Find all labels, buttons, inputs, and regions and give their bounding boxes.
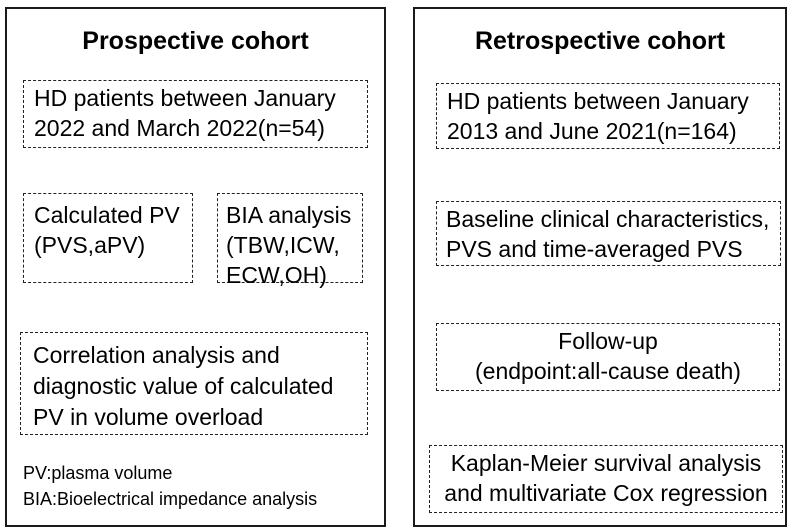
box-kaplan-meier: Kaplan-Meier survival analysis and multi… <box>429 445 783 513</box>
box-hd-patients-retrospective: HD patients between January 2013 and Jun… <box>436 83 780 149</box>
box-text-line: Kaplan-Meier survival analysis <box>450 450 762 476</box>
box-followup: Follow-up (endpoint:all-cause death) <box>436 323 780 391</box>
box-text-line: BIA analysis <box>226 202 352 228</box>
box-correlation-analysis: Correlation analysis and diagnostic valu… <box>20 332 368 435</box>
box-baseline-characteristics: Baseline clinical characteristics, PVS a… <box>436 201 781 266</box>
box-text-line: 2013 and June 2021(n=164) <box>447 118 737 144</box>
box-text-line: (TBW,ICW, <box>226 232 340 258</box>
box-text-line: PV in volume overload <box>33 404 264 430</box>
box-text-line: Correlation analysis and <box>33 342 280 368</box>
box-text-line: HD patients between January <box>447 88 749 114</box>
box-text-line: 2022 and March 2022(n=54) <box>34 115 325 141</box>
box-text-line: HD patients between January <box>34 85 336 111</box>
box-text-line: diagnostic value of calculated <box>33 373 334 399</box>
prospective-panel-title: Prospective cohort <box>82 27 309 55</box>
footnote-pv: PV:plasma volume <box>23 463 173 483</box>
retrospective-panel-title: Retrospective cohort <box>474 27 726 55</box>
box-text-line: Baseline clinical characteristics, <box>446 206 770 232</box>
footnote-bia: BIA:Bioelectrical impedance analysis <box>23 489 318 509</box>
box-text-line: PVS and time-averaged PVS <box>446 236 743 262</box>
box-calculated-pv: Calculated PV (PVS,aPV) <box>23 193 193 283</box>
box-text-line: Follow-up <box>558 328 658 354</box>
box-text-line: ECW,OH) <box>226 262 327 288</box>
box-text-line: (PVS,aPV) <box>34 232 146 258</box>
box-text-line: (endpoint:all-cause death) <box>475 358 741 384</box>
box-text-line: Calculated PV <box>34 202 180 228</box>
box-hd-patients-prospective: HD patients between January 2022 and Mar… <box>23 80 368 148</box>
abbreviation-footnotes: PV:plasma volume BIA:Bioelectrical imped… <box>23 460 317 512</box>
box-bia-analysis: BIA analysis (TBW,ICW, ECW,OH) <box>217 193 363 288</box>
box-text-line: and multivariate Cox regression <box>444 480 768 506</box>
